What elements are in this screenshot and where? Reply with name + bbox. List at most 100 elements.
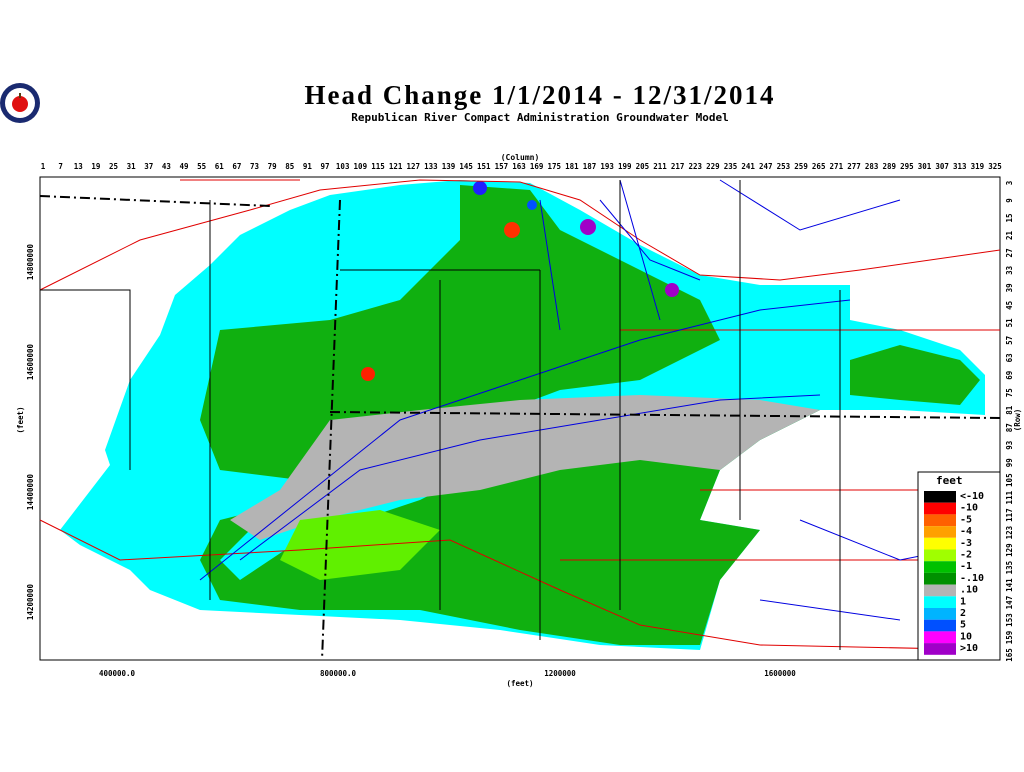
gray-band — [230, 395, 820, 540]
row-tick: 3 — [1005, 180, 1014, 185]
column-tick: 67 — [232, 162, 241, 171]
hotspot — [580, 219, 596, 235]
column-tick: 295 — [900, 162, 914, 171]
legend-label: 5 — [960, 620, 966, 631]
hotspot — [473, 181, 487, 195]
roads — [39, 179, 1001, 651]
column-tick: 43 — [162, 162, 172, 171]
map — [39, 176, 1001, 661]
row-label: (Row) — [1013, 409, 1022, 432]
column-tick: 205 — [636, 162, 650, 171]
column-tick: 187 — [583, 162, 597, 171]
legend-swatch — [924, 619, 956, 632]
rivers — [199, 179, 1001, 621]
column-tick: 229 — [706, 162, 720, 171]
green-area-lime — [280, 510, 440, 580]
legend-swatch — [924, 596, 956, 608]
column-tick: 259 — [794, 162, 808, 171]
column-tick: 175 — [547, 162, 561, 171]
row-tick: 21 — [1005, 230, 1014, 240]
row-tick: 123 — [1005, 525, 1014, 539]
legend-swatch — [924, 631, 956, 644]
row-tick: 15 — [1005, 213, 1014, 222]
legend-swatch — [924, 643, 956, 655]
legend-label: 1 — [960, 596, 966, 607]
y-tick: 14600000 — [26, 343, 35, 380]
column-tick: 133 — [424, 162, 438, 171]
legend-label: -5 — [960, 514, 972, 525]
row-tick: 111 — [1005, 490, 1014, 504]
column-tick: 121 — [389, 162, 403, 171]
row-tick: 87 — [1005, 423, 1014, 432]
column-tick: 61 — [215, 162, 225, 171]
legend-swatch — [924, 572, 956, 585]
column-tick: 31 — [127, 162, 137, 171]
legend-swatch — [924, 561, 956, 573]
row-tick: 39 — [1005, 283, 1014, 293]
x-axis-label: (feet) — [506, 679, 533, 688]
title: Head Change 1/1/2014 - 12/31/2014 — [304, 80, 775, 110]
legend-swatch — [924, 537, 956, 550]
column-tick: 253 — [777, 162, 791, 171]
row-tick: 63 — [1005, 353, 1014, 363]
legend-label: -3 — [960, 538, 972, 549]
row-tick: 135 — [1005, 561, 1014, 575]
column-tick: 217 — [671, 162, 685, 171]
x-tick: 800000.0 — [320, 669, 357, 678]
legend-swatch — [924, 514, 956, 527]
column-tick: 85 — [285, 162, 294, 171]
column-tick: 277 — [847, 162, 861, 171]
column-tick: 97 — [321, 162, 330, 171]
legend-title: feet — [936, 474, 963, 487]
column-tick: 127 — [406, 162, 420, 171]
y-tick: 14400000 — [26, 473, 35, 510]
column-tick: 49 — [180, 162, 190, 171]
row-tick: 129 — [1005, 543, 1014, 557]
column-tick: 91 — [303, 162, 313, 171]
row-tick: 27 — [1005, 248, 1014, 257]
x-tick: 400000.0 — [99, 669, 136, 678]
y-tick: 14800000 — [26, 243, 35, 280]
column-tick: 145 — [459, 162, 473, 171]
legend-label: .10 — [960, 585, 978, 596]
row-tick: 165 — [1005, 648, 1014, 662]
column-tick: 199 — [618, 162, 632, 171]
column-tick: 289 — [882, 162, 896, 171]
column-tick: 7 — [58, 162, 63, 171]
legend-swatch — [924, 584, 956, 597]
column-tick: 181 — [565, 162, 579, 171]
column-tick: 283 — [865, 162, 879, 171]
column-tick: 235 — [724, 162, 738, 171]
row-tick: 33 — [1005, 265, 1014, 275]
hotspot — [527, 200, 537, 210]
column-tick: 319 — [971, 162, 985, 171]
column-tick: 25 — [109, 162, 118, 171]
row-tick: 51 — [1005, 318, 1014, 328]
column-tick: 211 — [653, 162, 667, 171]
row-tick: 159 — [1005, 630, 1014, 644]
column-tick: 55 — [197, 162, 206, 171]
legend-swatch — [924, 526, 956, 538]
green-area-east — [850, 345, 980, 405]
hotspot — [665, 283, 679, 297]
row-tick: 141 — [1005, 578, 1014, 592]
row-tick: 93 — [1005, 440, 1014, 450]
hotspot — [361, 367, 375, 381]
column-label: (Column) — [501, 153, 540, 162]
legend-label: <-10 — [960, 491, 984, 502]
row-tick: 81 — [1005, 405, 1014, 415]
column-tick: 79 — [268, 162, 278, 171]
column-tick: 73 — [250, 162, 260, 171]
column-tick: 103 — [336, 162, 350, 171]
row-tick: 9 — [1005, 198, 1014, 203]
legend-label: -10 — [960, 503, 978, 514]
column-tick: 109 — [354, 162, 368, 171]
column-tick: 301 — [918, 162, 932, 171]
y-tick: 14200000 — [26, 583, 35, 620]
column-tick: 223 — [689, 162, 703, 171]
column-tick: 115 — [371, 162, 385, 171]
y-axis-label: (feet) — [16, 406, 25, 433]
row-tick: 69 — [1005, 370, 1014, 380]
x-tick: 1600000 — [764, 669, 796, 678]
